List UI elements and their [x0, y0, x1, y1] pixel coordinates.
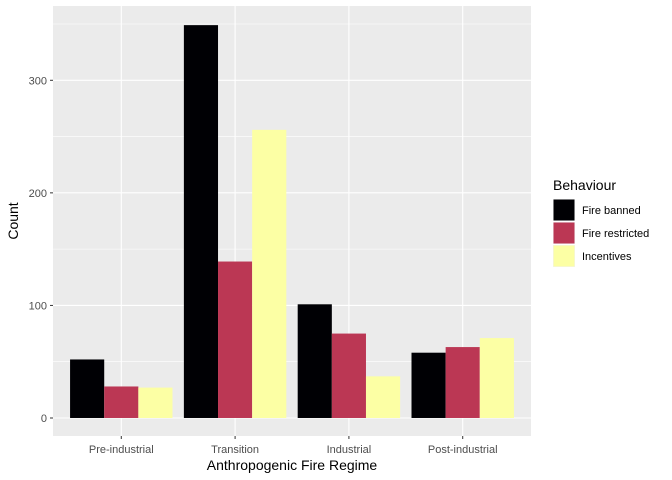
bar — [445, 347, 480, 418]
legend-key — [553, 245, 575, 267]
bar — [218, 261, 253, 418]
y-tick-label: 0 — [41, 413, 47, 425]
x-tick-label: Transition — [211, 444, 259, 456]
bar — [183, 25, 219, 418]
legend-label: Fire banned — [582, 205, 641, 217]
x-axis-title: Anthropogenic Fire Regime — [207, 457, 378, 473]
legend-key — [553, 199, 575, 221]
bar — [104, 386, 139, 418]
x-axis: Pre-industrial Transition Industrial Post-i… — [89, 436, 498, 456]
bar — [479, 338, 514, 418]
legend-key — [553, 222, 575, 244]
bar — [252, 129, 287, 418]
y-tick-label: 100 — [29, 300, 47, 312]
bar — [365, 376, 401, 418]
bars — [70, 25, 514, 418]
y-tick-label: 200 — [29, 188, 47, 200]
x-tick-label: Post-industrial — [428, 444, 498, 456]
bar — [297, 304, 332, 418]
x-tick-label: Pre-industrial — [89, 444, 154, 456]
legend: Behaviour Fire banned Fire restricted Ince… — [553, 177, 649, 267]
y-axis: 0 100 200 300 — [29, 75, 53, 425]
x-tick-label: Industrial — [327, 444, 372, 456]
bar — [138, 387, 173, 418]
legend-label: Incentives — [582, 251, 632, 263]
bar — [331, 333, 366, 418]
legend-title: Behaviour — [553, 177, 616, 193]
bar — [70, 359, 105, 418]
y-axis-title: Count — [5, 202, 21, 239]
bar — [411, 352, 446, 418]
legend-label: Fire restricted — [582, 228, 649, 240]
y-tick-label: 300 — [29, 75, 47, 87]
